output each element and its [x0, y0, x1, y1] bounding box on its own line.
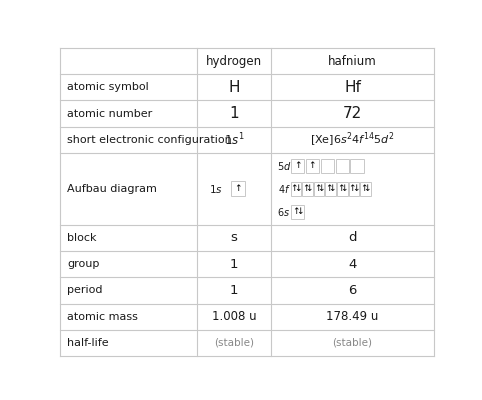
Text: 72: 72	[343, 106, 362, 121]
Bar	[321, 159, 334, 173]
Text: ↑: ↑	[348, 184, 356, 193]
Text: atomic mass: atomic mass	[67, 312, 138, 322]
Text: (stable): (stable)	[333, 338, 373, 348]
Bar	[337, 182, 348, 196]
Bar	[306, 159, 319, 173]
Text: ↑: ↑	[337, 184, 345, 193]
Text: H: H	[228, 80, 240, 95]
Text: 6: 6	[348, 284, 357, 297]
Text: ↓: ↓	[329, 184, 336, 193]
Text: ↓: ↓	[317, 184, 324, 193]
Text: group: group	[67, 259, 99, 269]
Text: period: period	[67, 286, 103, 296]
Text: 4: 4	[348, 258, 357, 271]
Text: hydrogen: hydrogen	[206, 55, 262, 68]
Text: Aufbau diagram: Aufbau diagram	[67, 184, 157, 194]
Text: half-life: half-life	[67, 338, 108, 348]
Text: ↓: ↓	[363, 184, 371, 193]
Text: s: s	[230, 232, 238, 244]
Bar	[302, 182, 313, 196]
Text: ↓: ↓	[294, 184, 301, 193]
Text: ↓: ↓	[340, 184, 348, 193]
Text: $4f$: $4f$	[278, 183, 291, 195]
Text: $6s$: $6s$	[278, 206, 291, 218]
Text: ↑: ↑	[325, 184, 333, 193]
Text: ↓: ↓	[306, 184, 313, 193]
Text: d: d	[348, 232, 357, 244]
Text: atomic symbol: atomic symbol	[67, 82, 149, 92]
Text: short electronic configuration: short electronic configuration	[67, 135, 232, 145]
Text: $5d$: $5d$	[277, 160, 291, 172]
Text: ↑: ↑	[308, 161, 316, 170]
Text: ↑: ↑	[292, 208, 299, 216]
Bar	[335, 159, 349, 173]
Text: ↑: ↑	[291, 184, 298, 193]
Bar	[314, 182, 324, 196]
Bar	[230, 182, 245, 196]
Text: ↓: ↓	[352, 184, 359, 193]
Text: ↑: ↑	[314, 184, 321, 193]
Text: $1s$: $1s$	[209, 183, 222, 195]
Text: atomic number: atomic number	[67, 108, 152, 118]
Bar	[291, 205, 304, 219]
Text: ↑: ↑	[234, 184, 241, 193]
Text: block: block	[67, 233, 96, 243]
Text: 1: 1	[230, 284, 238, 297]
Bar	[291, 182, 301, 196]
Bar	[350, 159, 364, 173]
Text: 1.008 u: 1.008 u	[212, 310, 256, 323]
Text: 1: 1	[229, 106, 239, 121]
Text: (stable): (stable)	[214, 338, 254, 348]
Text: Hf: Hf	[344, 80, 361, 95]
Text: hafnium: hafnium	[328, 55, 377, 68]
Text: ↑: ↑	[294, 161, 301, 170]
Bar	[360, 182, 371, 196]
Text: $1s^1$: $1s^1$	[224, 132, 244, 148]
Text: $[\mathrm{Xe}]6s^24f^{14}5d^2$: $[\mathrm{Xe}]6s^24f^{14}5d^2$	[310, 130, 395, 149]
Text: ↑: ↑	[302, 184, 310, 193]
Bar	[325, 182, 336, 196]
Bar	[348, 182, 359, 196]
Text: 1: 1	[230, 258, 238, 271]
Text: ↓: ↓	[296, 208, 303, 216]
Text: ↑: ↑	[360, 184, 368, 193]
Bar	[291, 159, 304, 173]
Text: 178.49 u: 178.49 u	[326, 310, 379, 323]
